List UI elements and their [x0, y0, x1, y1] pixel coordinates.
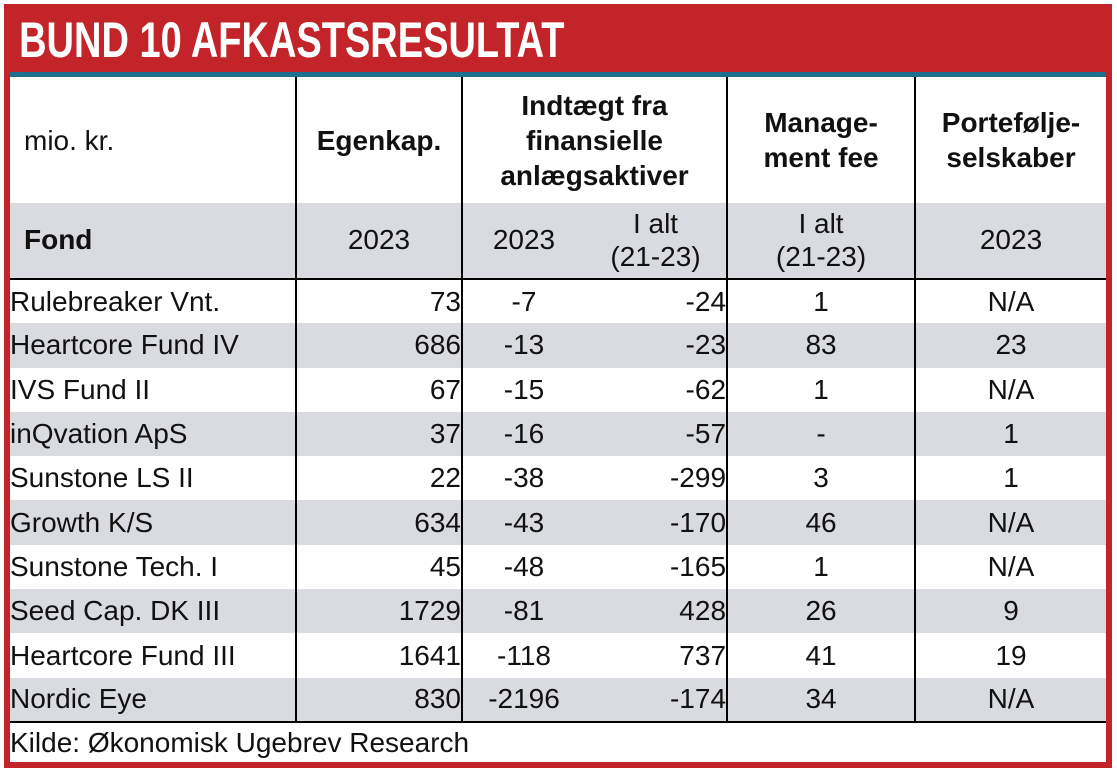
subheader-egenkap-2023: 2023 — [296, 203, 463, 279]
egenkap-cell: 22 — [296, 456, 463, 501]
table-row: Sunstone Tech. I 45 -48 -165 1 N/A — [10, 544, 1107, 590]
portf-cell: N/A — [987, 683, 1035, 715]
table-body: Rulebreaker Vnt. 73 -7 -24 1 N/A Heartcore Fun… — [10, 279, 1107, 722]
table-row: Seed Cap. DK III 1729 -81 428 26 9 — [10, 589, 1107, 634]
table-row: Heartcore Fund III 1641 -118 737 41 19 — [10, 633, 1107, 678]
indtaegt-ialt-cell: -299 — [585, 456, 729, 501]
indtaegt-2023-cell: -16 — [503, 418, 545, 450]
egenkap-cell: 830 — [296, 677, 463, 722]
indtaegt-ialt-cell: -165 — [585, 544, 729, 590]
accent-divider — [10, 72, 1106, 77]
column-header-portefoeljeselskaber: Portefølje- selskaber — [915, 77, 1107, 203]
subheader-portf-2023: 2023 — [915, 203, 1107, 279]
mgmt-fee-cell: 1 — [727, 367, 917, 412]
indtaegt-ialt-cell: -62 — [585, 367, 729, 412]
table-row: inQvation ApS 37 -16 -57- 1 — [10, 411, 1107, 457]
portf-cell: 19 — [995, 639, 1027, 671]
portf-cell: N/A — [987, 506, 1035, 538]
indtaegt-2023-cell: -81 — [503, 595, 545, 627]
portf-cell: N/A — [987, 373, 1035, 405]
unit-label: mio. kr. — [10, 77, 297, 203]
fund-name-cell: Rulebreaker Vnt. — [10, 279, 297, 324]
indtaegt-2023-cell: -48 — [503, 550, 545, 582]
fund-name-cell: Nordic Eye — [10, 677, 297, 722]
column-header-management-fee: Manage- ment fee — [727, 77, 917, 203]
portf-cell: 1 — [1003, 418, 1019, 450]
indtaegt-ialt-cell: 428 — [585, 589, 729, 634]
fund-name-cell: IVS Fund II — [10, 367, 297, 412]
egenkap-cell: 1641 — [296, 633, 463, 678]
source-note: Kilde: Økonomisk Ugebrev Research — [10, 722, 1107, 762]
page-title: BUND 10 AFKASTSRESULTAT — [19, 12, 565, 68]
table-row: Heartcore Fund IV 686 -13 -23 83 23 — [10, 323, 1107, 368]
indtaegt-2023-cell: -7 — [511, 285, 537, 317]
mgmt-fee-cell: - — [727, 411, 917, 457]
indtaegt-ialt-cell: -174 — [585, 677, 729, 722]
mgmt-fee-cell: 41 — [727, 633, 917, 678]
table-footer: Kilde: Økonomisk Ugebrev Research — [10, 722, 1107, 762]
subheader-mgmt-ialt: I alt (21-23) — [727, 203, 917, 279]
results-table: mio. kr. Egenkap. Indtægt fra finansiell… — [10, 77, 1107, 762]
fund-name-cell: Growth K/S — [10, 500, 297, 545]
table-row: Rulebreaker Vnt. 73 -7 -24 1 N/A — [10, 279, 1107, 324]
mgmt-fee-cell: 1 — [727, 279, 917, 324]
mgmt-fee-cell: 46 — [727, 500, 917, 545]
portf-cell: N/A — [987, 285, 1035, 317]
table-frame: BUND 10 AFKASTSRESULTAT mio. kr. Egenkap… — [4, 4, 1112, 768]
table-header: mio. kr. Egenkap. Indtægt fra finansiell… — [10, 77, 1107, 279]
fund-name-cell: Seed Cap. DK III — [10, 589, 297, 634]
fund-name-cell: Sunstone LS II — [10, 456, 297, 501]
column-header-egenkap: Egenkap. — [296, 77, 463, 203]
table-row: Sunstone LS II 22 -38 -299 3 1 — [10, 456, 1107, 501]
mgmt-fee-cell: 34 — [727, 677, 917, 722]
indtaegt-ialt-cell: -23 — [585, 323, 729, 368]
indtaegt-2023-cell: -38 — [503, 462, 545, 494]
header-group-row: mio. kr. Egenkap. Indtægt fra finansiell… — [10, 77, 1107, 203]
portf-cell: 23 — [995, 329, 1027, 361]
fund-name-cell: inQvation ApS — [10, 411, 297, 457]
table-row: IVS Fund II 67 -15 -62 1 N/A — [10, 367, 1107, 412]
fund-name-cell: Sunstone Tech. I — [10, 544, 297, 590]
subheader-indtaegt-2023: 2023 — [462, 203, 585, 279]
indtaegt-2023-cell: -118 — [497, 639, 551, 671]
indtaegt-ialt-cell: -57 — [585, 411, 729, 457]
table-row: Nordic Eye 830 -2196 -174 34 N/A — [10, 677, 1107, 722]
egenkap-cell: 634 — [296, 500, 463, 545]
mgmt-fee-cell: 1 — [727, 544, 917, 590]
indtaegt-2023-cell: -2196 — [488, 683, 560, 715]
indtaegt-2023-cell: -15 — [503, 373, 545, 405]
column-header-fond: Fond — [10, 203, 297, 279]
subheader-indtaegt-ialt: I alt (21-23) — [585, 203, 729, 279]
header-sub-row: Fond 2023 2023 I alt (21-23) I alt (21-2… — [10, 203, 1107, 279]
egenkap-cell: 1729 — [296, 589, 463, 634]
indtaegt-ialt-cell: -170 — [585, 500, 729, 545]
table-row: Growth K/S 634 -43 -170 46 N/A — [10, 500, 1107, 545]
mgmt-fee-cell: 26 — [727, 589, 917, 634]
indtaegt-2023-cell: -13 — [503, 329, 545, 361]
egenkap-cell: 67 — [296, 367, 463, 412]
title-band: BUND 10 AFKASTSRESULTAT — [10, 10, 1106, 72]
mgmt-fee-cell: 3 — [727, 456, 917, 501]
fund-name-cell: Heartcore Fund III — [10, 633, 297, 678]
fund-name-cell: Heartcore Fund IV — [10, 323, 297, 368]
egenkap-cell: 37 — [296, 411, 463, 457]
egenkap-cell: 45 — [296, 544, 463, 590]
indtaegt-2023-cell: -43 — [503, 506, 545, 538]
egenkap-cell: 73 — [296, 279, 463, 324]
mgmt-fee-cell: 83 — [727, 323, 917, 368]
egenkap-cell: 686 — [296, 323, 463, 368]
portf-cell: 1 — [1003, 462, 1019, 494]
indtaegt-ialt-cell: 737 — [585, 633, 729, 678]
indtaegt-ialt-cell: -24 — [585, 279, 729, 324]
source-row: Kilde: Økonomisk Ugebrev Research — [10, 722, 1107, 762]
column-header-indtaegt: Indtægt fra finansielle anlægsaktiver — [462, 77, 729, 203]
portf-cell: 9 — [1003, 595, 1019, 627]
portf-cell: N/A — [987, 550, 1035, 582]
